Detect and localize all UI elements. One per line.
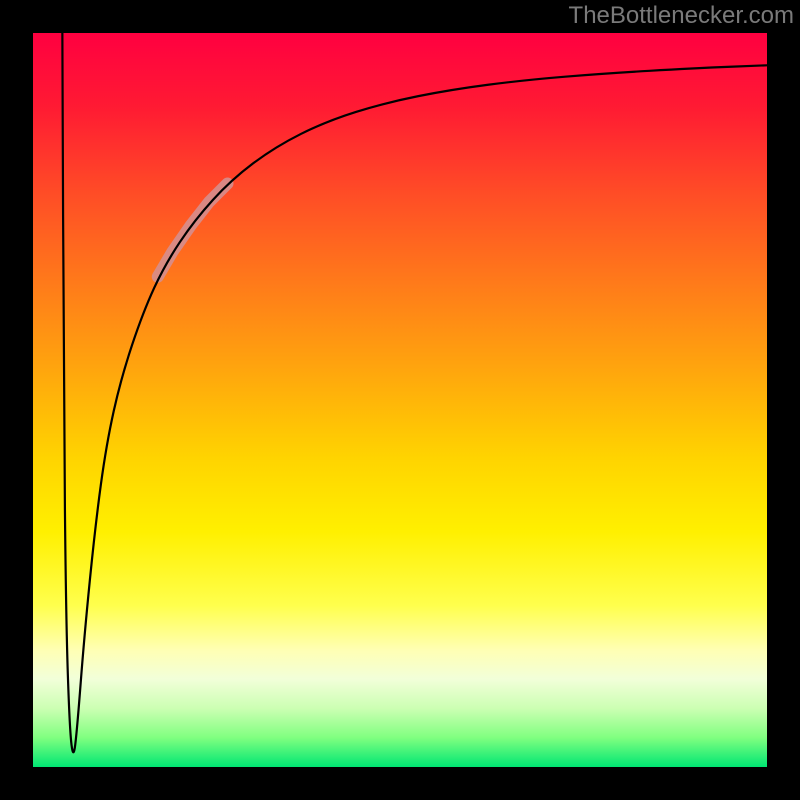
plot-background (33, 33, 767, 767)
border-left (0, 0, 33, 800)
chart-container: TheBottlenecker.com (0, 0, 800, 800)
watermark-text: TheBottlenecker.com (569, 2, 794, 30)
bottleneck-chart (0, 0, 800, 800)
border-right (767, 0, 800, 800)
border-bottom (0, 767, 800, 800)
